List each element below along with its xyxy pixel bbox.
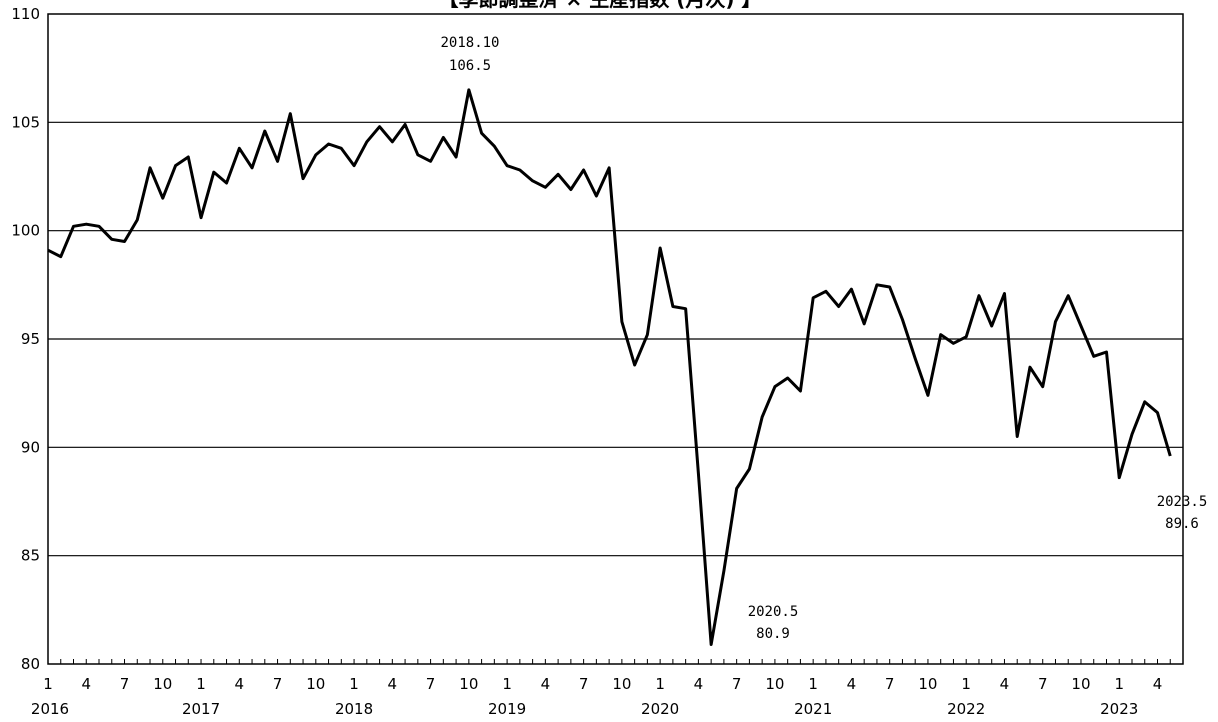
x-month-label: 1	[502, 675, 512, 693]
x-year-label: 2023	[1100, 700, 1138, 718]
annotation-peak-date: 2018.10	[440, 35, 499, 51]
annotations: 2018.10 106.5 2020.5 80.9 2023.5 89.6	[440, 35, 1207, 642]
chart-title: 【季節調整済 × 生産指数 (月次) 】	[439, 0, 762, 11]
x-month-label: 10	[459, 675, 478, 693]
series-line	[47, 88, 1172, 646]
x-month-label: 7	[885, 675, 895, 693]
y-tick-label: 90	[21, 438, 40, 456]
x-month-label: 7	[426, 675, 436, 693]
x-month-label: 4	[694, 675, 704, 693]
x-year-label: 2021	[794, 700, 832, 718]
x-month-label: 7	[579, 675, 589, 693]
x-month-label: 1	[655, 675, 665, 693]
x-month-label: 1	[1114, 675, 1124, 693]
y-tick-label: 110	[11, 5, 40, 23]
x-month-label: 7	[1038, 675, 1048, 693]
x-month-label: 4	[235, 675, 245, 693]
x-month-label: 10	[1071, 675, 1090, 693]
x-year-label: 2022	[947, 700, 985, 718]
x-month-label: 4	[81, 675, 91, 693]
x-month-label: 4	[388, 675, 398, 693]
annotation-low-date: 2020.5	[748, 604, 799, 620]
x-year-label: 2017	[182, 700, 220, 718]
x-month-label: 7	[273, 675, 283, 693]
y-tick-label: 95	[21, 330, 40, 348]
y-axis: 80 85 90 95 100 105 110	[11, 5, 40, 673]
x-month-label: 10	[612, 675, 631, 693]
x-month-label: 1	[349, 675, 359, 693]
x-month-label: 10	[306, 675, 325, 693]
x-month-label: 4	[1000, 675, 1010, 693]
x-month-label: 1	[808, 675, 818, 693]
x-year-label: 2016	[31, 700, 69, 718]
y-tick-label: 80	[21, 655, 40, 673]
x-month-label: 7	[732, 675, 742, 693]
x-month-label: 1	[196, 675, 206, 693]
x-month-label: 4	[847, 675, 857, 693]
x-year-label: 2019	[488, 700, 526, 718]
annotation-last-date: 2023.5	[1157, 494, 1208, 510]
x-month-label: 10	[153, 675, 172, 693]
x-month-label: 10	[918, 675, 937, 693]
x-month-label: 1	[43, 675, 53, 693]
x-month-label: 4	[1153, 675, 1163, 693]
x-month-label: 1	[961, 675, 971, 693]
annotation-low-value: 80.9	[756, 626, 790, 642]
x-axis: 1 4 7 10 1 4 7 10 1 4 7 10 1 4 7 10 1 4 7 10 1 4 7 10 1 4 7 10 1 4 201…	[31, 659, 1184, 718]
x-year-label: 2020	[641, 700, 679, 718]
gridlines	[48, 121, 1183, 557]
x-month-label: 4	[541, 675, 551, 693]
annotation-last-value: 89.6	[1165, 516, 1199, 532]
x-month-label: 10	[765, 675, 784, 693]
plot-frame	[47, 13, 1184, 665]
annotation-peak-value: 106.5	[449, 58, 491, 74]
y-tick-label: 105	[11, 113, 40, 131]
y-tick-label: 85	[21, 547, 40, 565]
x-year-label: 2018	[335, 700, 373, 718]
y-tick-label: 100	[11, 222, 40, 240]
x-month-label: 7	[120, 675, 130, 693]
